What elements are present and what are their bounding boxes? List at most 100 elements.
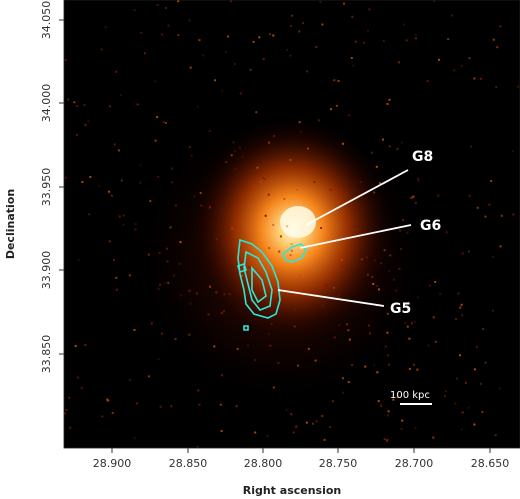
- noise-pixel: [209, 285, 211, 288]
- noise-pixel: [167, 281, 170, 284]
- noise-pixel: [445, 231, 448, 234]
- noise-pixel: [437, 194, 440, 197]
- noise-pixel: [278, 250, 281, 253]
- noise-pixel: [366, 273, 369, 276]
- noise-pixel: [241, 155, 244, 158]
- x-axis-title: Right ascension: [243, 484, 342, 497]
- noise-pixel: [484, 361, 487, 364]
- noise-pixel: [236, 347, 239, 350]
- noise-pixel: [347, 381, 350, 383]
- noise-pixel: [128, 274, 131, 277]
- noise-pixel: [464, 382, 467, 384]
- noise-pixel: [165, 7, 168, 10]
- noise-pixel: [272, 386, 275, 389]
- noise-pixel: [380, 262, 382, 265]
- noise-pixel: [83, 103, 86, 106]
- noise-pixel: [491, 309, 494, 312]
- noise-pixel: [479, 382, 482, 385]
- noise-pixel: [81, 181, 84, 183]
- noise-pixel: [307, 347, 310, 350]
- noise-pixel: [139, 164, 142, 167]
- noise-pixel: [491, 255, 494, 258]
- noise-pixel: [162, 121, 165, 124]
- noise-pixel: [367, 29, 369, 32]
- noise-pixel: [232, 141, 235, 144]
- noise-pixel: [320, 227, 323, 229]
- noise-pixel: [298, 275, 301, 278]
- noise-pixel: [252, 40, 255, 43]
- noise-pixel: [76, 104, 79, 107]
- x-tick-label: 28.700: [395, 457, 434, 470]
- y-tick-label: 34.000: [40, 84, 53, 123]
- noise-pixel: [315, 420, 318, 423]
- noise-pixel: [188, 289, 191, 292]
- noise-pixel: [337, 294, 340, 297]
- x-tick-label: 28.750: [319, 457, 358, 470]
- noise-pixel: [468, 57, 471, 60]
- noise-pixel: [128, 379, 131, 381]
- noise-pixel: [368, 8, 371, 11]
- noise-pixel: [225, 161, 228, 164]
- noise-pixel: [110, 194, 113, 197]
- noise-pixel: [451, 14, 453, 17]
- noise-pixel: [467, 406, 470, 409]
- noise-pixel: [443, 395, 446, 398]
- noise-pixel: [108, 105, 111, 108]
- noise-pixel: [498, 387, 501, 390]
- noise-pixel: [231, 227, 234, 230]
- noise-pixel: [222, 310, 225, 313]
- noise-pixel: [286, 48, 288, 51]
- noise-pixel: [69, 426, 72, 429]
- noise-pixel: [341, 259, 344, 261]
- noise-pixel: [348, 114, 351, 117]
- contour-blob: [236, 262, 248, 274]
- noise-pixel: [89, 176, 92, 178]
- noise-pixel: [439, 292, 442, 295]
- noise-pixel: [158, 252, 161, 254]
- noise-pixel: [323, 438, 326, 441]
- noise-pixel: [383, 438, 386, 441]
- noise-pixel: [228, 293, 231, 296]
- noise-pixel: [369, 332, 371, 335]
- noise-pixel: [318, 119, 320, 122]
- noise-pixel: [473, 77, 476, 80]
- noise-pixel: [143, 52, 146, 55]
- noise-pixel: [154, 139, 157, 142]
- noise-pixel: [350, 57, 353, 59]
- noise-pixel: [148, 375, 151, 378]
- noise-pixel: [438, 58, 440, 61]
- noise-pixel: [292, 431, 295, 434]
- noise-pixel: [188, 333, 191, 336]
- noise-pixel: [500, 214, 503, 217]
- noise-pixel: [220, 312, 223, 315]
- noise-pixel: [167, 24, 170, 27]
- noise-pixel: [407, 301, 410, 304]
- noise-pixel: [468, 194, 471, 197]
- noise-pixel: [460, 303, 463, 306]
- noise-pixel: [434, 340, 437, 343]
- noise-pixel: [225, 51, 228, 53]
- noise-pixel: [517, 85, 520, 88]
- noise-pixel: [273, 135, 276, 138]
- noise-pixel: [365, 256, 368, 259]
- noise-pixel: [115, 276, 118, 279]
- noise-pixel: [213, 345, 216, 348]
- noise-pixel: [269, 33, 271, 36]
- noise-pixel: [64, 59, 67, 62]
- noise-pixel: [220, 430, 223, 433]
- noise-pixel: [455, 318, 457, 321]
- noise-pixel: [262, 58, 265, 61]
- noise-pixel: [411, 322, 413, 325]
- noise-pixel: [445, 390, 447, 393]
- noise-pixel: [343, 2, 345, 5]
- noise-pixel: [416, 368, 419, 371]
- y-axis-title: Declination: [4, 189, 17, 259]
- noise-pixel: [494, 434, 497, 437]
- noise-pixel: [413, 320, 416, 323]
- noise-pixel: [174, 204, 177, 207]
- noise-pixel: [177, 34, 180, 37]
- noise-pixel: [188, 19, 191, 22]
- noise-pixel: [165, 122, 167, 124]
- noise-pixel: [113, 143, 116, 146]
- noise-pixel: [512, 213, 515, 216]
